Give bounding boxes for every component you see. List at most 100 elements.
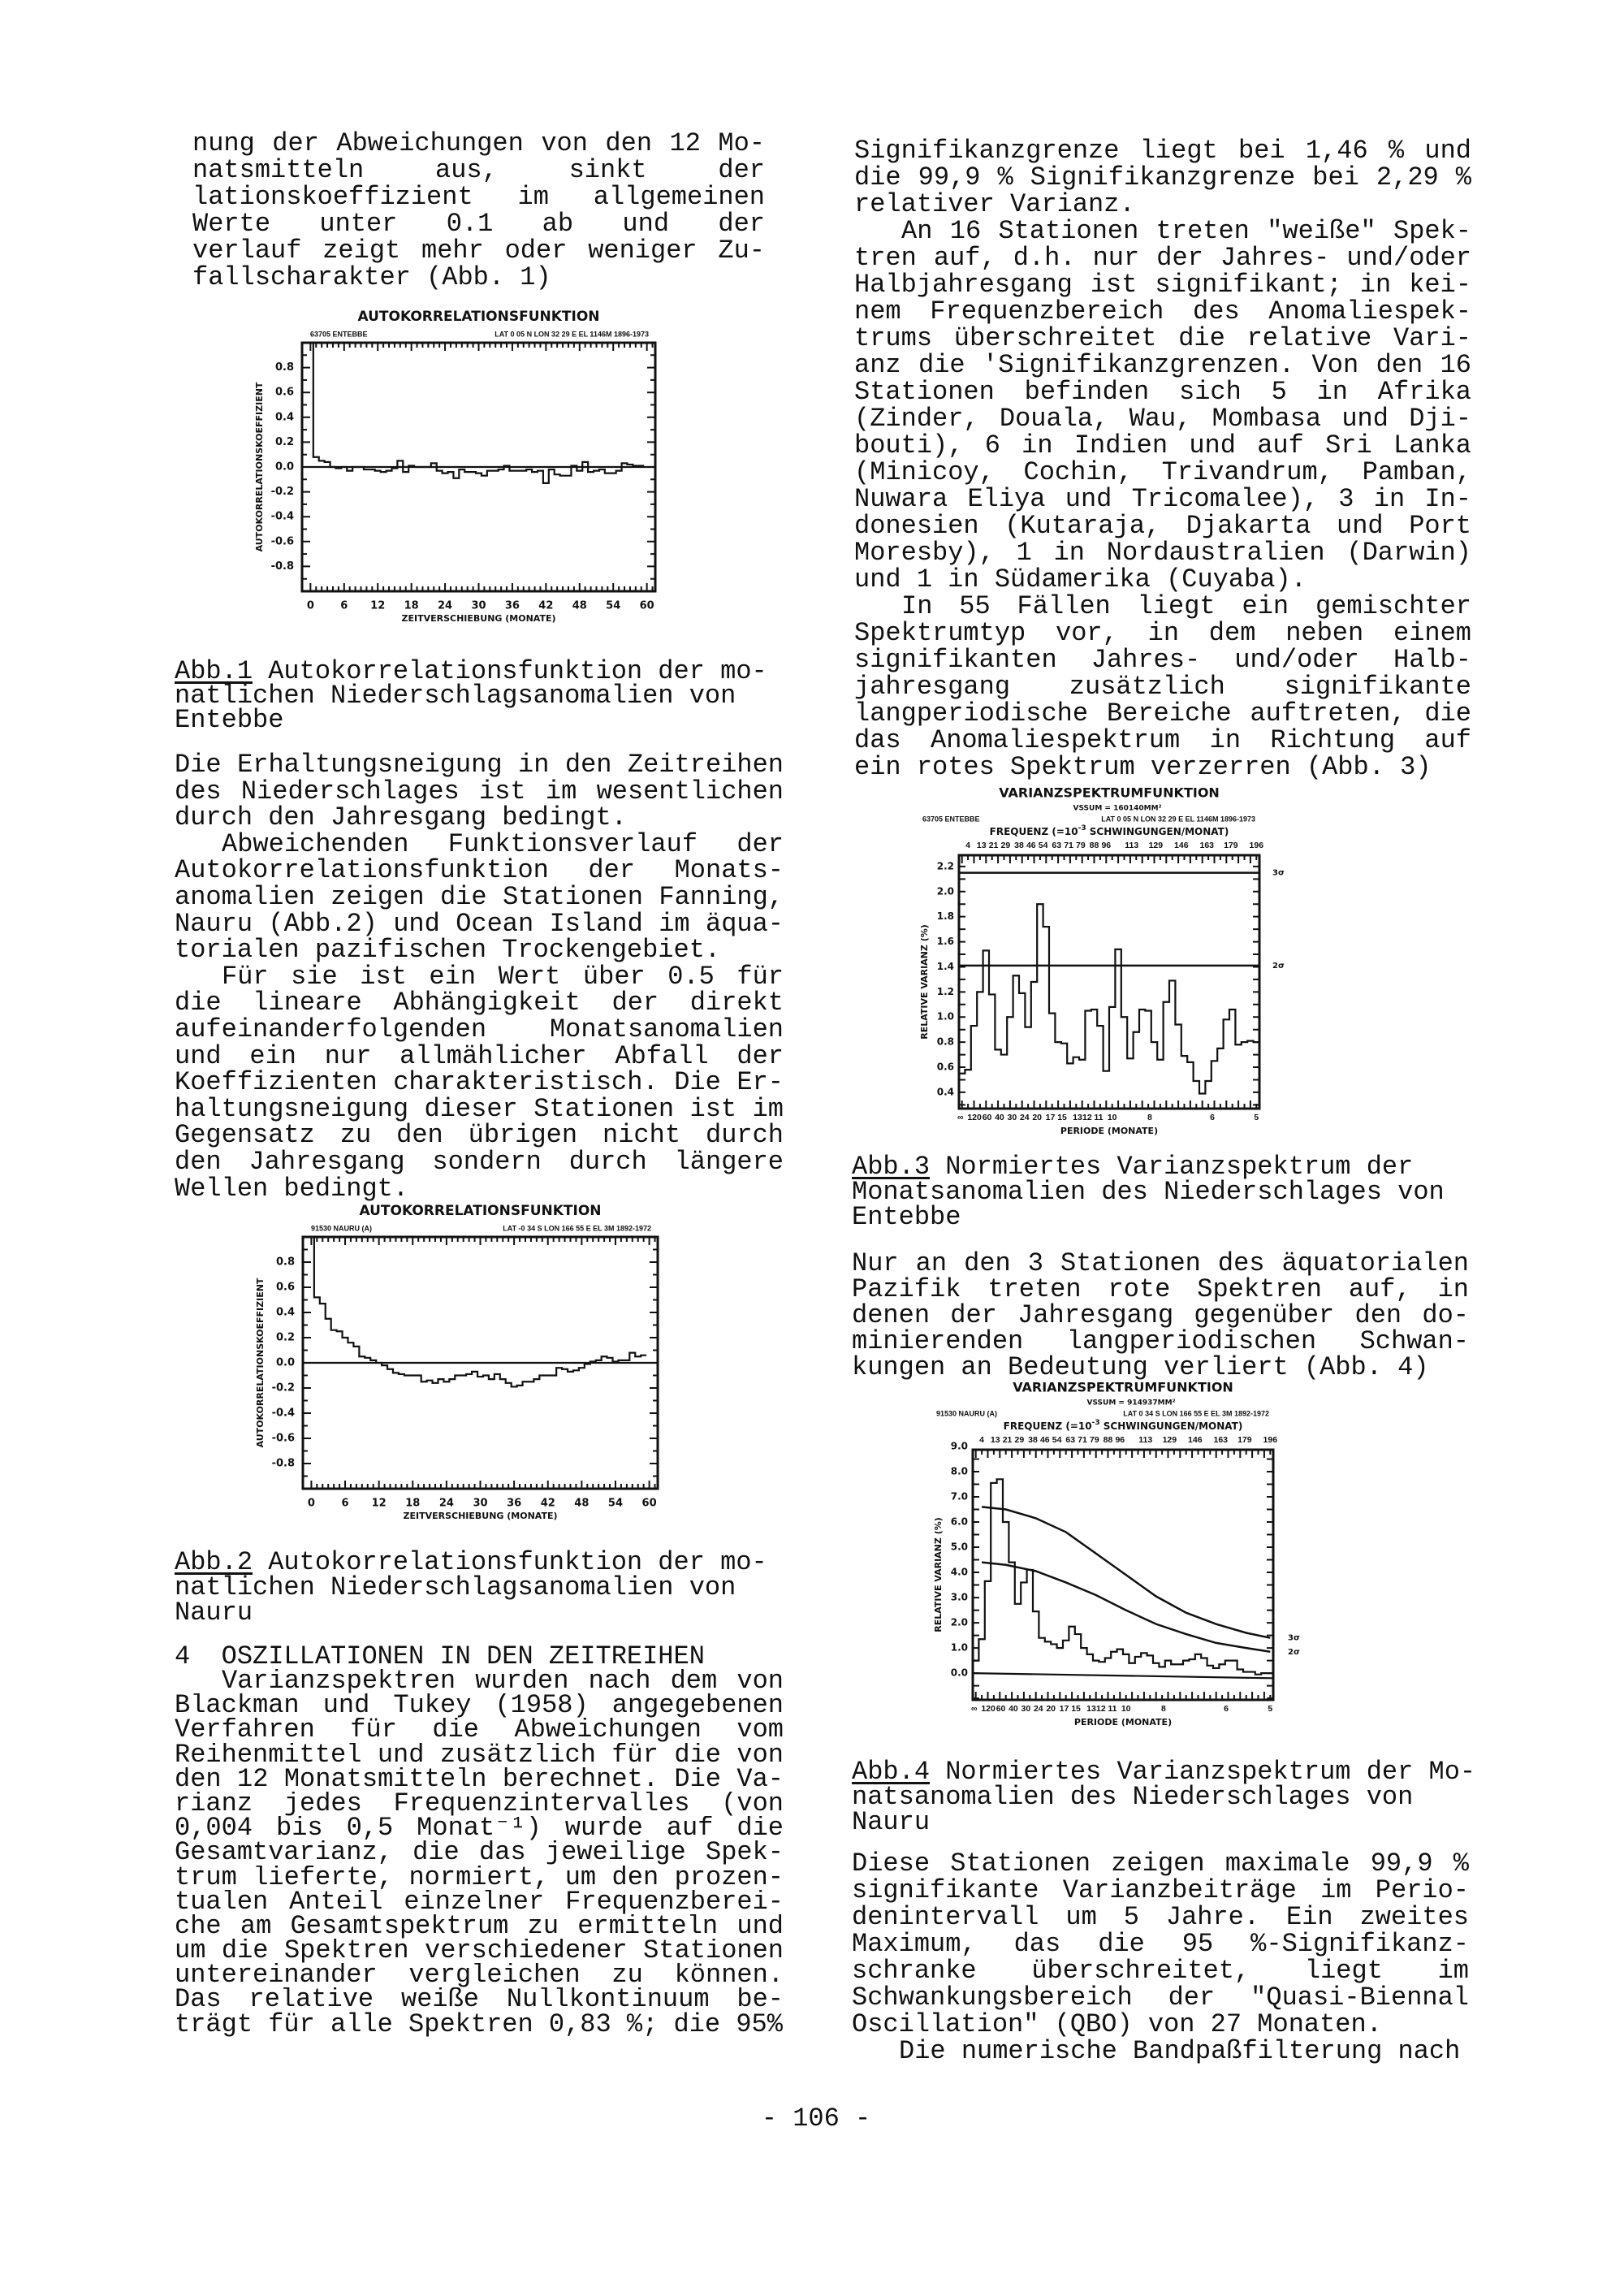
text-line: den Jahresgang sondern durch längere — [175, 1148, 784, 1176]
text-line: anz die 'Signifikanzgrenzen. Von den 16 — [854, 352, 1471, 378]
y-tick-label: 0.0 — [951, 1667, 968, 1679]
vssum-label: VSSUM = 914937MM² — [1086, 1399, 1175, 1407]
axis-ticks — [303, 1237, 658, 1489]
chart-title: AUTOKORRELATIONSFUNKTION — [357, 309, 599, 325]
right-paragraph-1: Signifikanzgrenze liegt bei 1,46 % und di… — [854, 137, 1471, 780]
text-line: che am Gesamtspektrum zu ermitteln und — [175, 1913, 784, 1939]
y-tick-label: 2.2 — [937, 860, 954, 871]
period-tick-label: 5 — [1268, 1704, 1272, 1714]
text-line: Das relative weiße Nullkontinuum be- — [175, 1987, 784, 2013]
figure-3-caption: Abb.3 Normiertes Varianzspektrum der Mona… — [852, 1154, 1469, 1230]
y-tick-label: 1.8 — [937, 910, 954, 922]
frequency-tick-label: 113 — [1125, 841, 1138, 850]
period-tick-label: 30 — [1008, 1113, 1017, 1122]
text-line: Diese Stationen zeigen maximale 99,9 % — [852, 1850, 1469, 1877]
text-line: die lineare Abhängigkeit der direkt — [175, 990, 784, 1017]
page-number: - 106 - — [761, 2104, 871, 2134]
significance-curve — [981, 1506, 1271, 1639]
significance-label: 3σ — [1272, 869, 1285, 878]
text-line: Nuwara Eliya und Tricomalee), 3 in In- — [854, 486, 1471, 512]
caption-line: Entebbe — [175, 705, 284, 735]
text-line: Koeffizienten charakteristisch. Die Er- — [175, 1070, 784, 1096]
frequency-tick-label: 96 — [1101, 841, 1111, 850]
text-line: Die Erhaltungsneigung in den Zeitreihen — [175, 752, 784, 779]
station-location: LAT 0 05 N LON 32 29 E EL 1146M 1896-197… — [1101, 815, 1255, 823]
y-tick-label: 0.8 — [276, 1256, 295, 1269]
period-tick-label: 10 — [1121, 1704, 1131, 1714]
chart-title: VARIANZSPEKTRUMFUNKTION — [1013, 1380, 1233, 1395]
x-tick-label: 36 — [505, 600, 520, 612]
x-tick-label: 42 — [538, 600, 553, 612]
text-line: Maximum, das die 95 %-Signifikanz- — [852, 1931, 1469, 1957]
frequency-tick-label: 129 — [1163, 1435, 1177, 1445]
frequency-tick-label: 96 — [1115, 1435, 1125, 1445]
frequency-tick-label: 54 — [1039, 841, 1048, 850]
text-line: und 1 in Südamerika (Cuyaba). — [854, 564, 1307, 595]
figure-2-caption: Abb.2 Autokorrelationsfunktion der mo-na… — [175, 1547, 784, 1626]
text-line: (Minicoy, Cochin, Trivandrum, Pamban, — [854, 459, 1471, 486]
x-axis-label: ZEITVERSCHIEBUNG (MONATE) — [403, 1511, 557, 1521]
frequency-tick-label: 79 — [1090, 1435, 1099, 1445]
x-tick-label: 24 — [439, 1498, 454, 1510]
plot-frame — [971, 1448, 1275, 1701]
text-line: Halbjahresgang ist signifikant; in kei- — [854, 271, 1471, 298]
text-line: untereinander vergleichen zu können. — [175, 1963, 784, 1988]
caption-line: Abb.2 Autokorrelationsfunktion der mo- — [175, 1547, 784, 1577]
period-tick-label: 8 — [1161, 1704, 1166, 1714]
text-line: haltungsneigung dieser Stationen ist im — [175, 1096, 784, 1123]
period-tick-label: 15 — [1057, 1113, 1067, 1122]
period-tick-label: ∞ — [957, 1113, 964, 1122]
y-tick-label: 8.0 — [951, 1465, 968, 1477]
period-tick-label: 15 — [1071, 1704, 1081, 1714]
station-name: 91530 NAURU (A) — [936, 1409, 997, 1417]
caption-line: Entebbe — [852, 1202, 961, 1232]
figure-label: Abb.2 — [175, 1547, 253, 1577]
text-line: Werte unter 0.1 ab und der Funktions- — [192, 210, 765, 237]
x-tick-label: 18 — [404, 600, 419, 612]
station-name: 63705 ENTEBBE — [922, 815, 980, 823]
y-tick-label: 6.0 — [951, 1516, 968, 1528]
frequency-tick-label: 46 — [1040, 1435, 1050, 1445]
frequency-label-part: FREQUENZ (=10 — [990, 826, 1078, 837]
figure-1-caption: Abb.1 Autokorrelationsfunktion der mo-na… — [175, 659, 784, 733]
y-tick-label: -0.8 — [271, 560, 294, 573]
y-axis-label: AUTOKORRELATIONSKOEFFIZIENT — [255, 1278, 266, 1447]
variance-spectrum-line — [973, 1478, 1273, 1676]
text-line: Nur an den 3 Stationen des äquatorialen — [852, 1251, 1469, 1277]
y-tick-label: 0.8 — [937, 1036, 954, 1048]
text-line: den 12 Monatsmitteln berechnet. Die Va- — [175, 1766, 784, 1792]
text-line: Autokorrelationsfunktion der Monats- — [175, 858, 784, 884]
autocorrelation-series-line — [313, 1237, 647, 1388]
y-tick-label: 0.6 — [275, 387, 294, 399]
text-line: trägt für alle Spektren 0,83 %; die 95% — [175, 2008, 783, 2039]
frequency-tick-label: 71 — [1078, 1435, 1087, 1445]
x-axis-label: PERIODE (MONATE) — [1074, 1717, 1172, 1727]
y-tick-label: 0.0 — [276, 1357, 295, 1369]
period-tick-label: 17 — [1046, 1113, 1056, 1122]
station-name: 91530 NAURU (A) — [311, 1224, 372, 1232]
period-tick-label: 40 — [1009, 1704, 1018, 1714]
x-axis-label: PERIODE (MONATE) — [1060, 1126, 1158, 1136]
period-tick-label: 120 — [967, 1113, 982, 1122]
text-line: trums überschreitet die relative Vari- — [854, 325, 1471, 352]
vssum-label: VSSUM = 160140MM² — [1073, 805, 1161, 813]
significance-curve — [981, 1561, 1271, 1653]
frequency-tick-label: 29 — [1015, 1435, 1025, 1445]
frequency-label-part: -3 — [1092, 1419, 1100, 1427]
figure-4-caption: Abb.4 Normiertes Varianzspektrum der Mo-… — [852, 1759, 1475, 1836]
text-line: Gegensatz zu den übrigen nicht durch — [175, 1122, 784, 1149]
x-tick-label: 0 — [307, 600, 314, 612]
station-location: LAT -0 34 S LON 166 55 E EL 3M 1892-1972 — [503, 1224, 651, 1232]
text-line: natsmitteln aus, sinkt der Autokorre- — [192, 157, 765, 184]
text-line: nem Frequenzbereich des Anomaliespek- — [854, 298, 1471, 325]
y-tick-label: 0.8 — [275, 361, 294, 374]
x-tick-label: 6 — [342, 1498, 349, 1510]
y-tick-label: 1.2 — [937, 986, 954, 997]
text-line: ein rotes Spektrum verzerren (Abb. 3) — [854, 752, 1432, 782]
frequency-label-part: SCHWINGUNGEN/MONAT) — [1100, 1420, 1243, 1432]
caption-line: Abb.1 Autokorrelationsfunktion der mo- — [175, 659, 784, 685]
text-line: relativer Varianz. — [854, 189, 1135, 219]
x-axis-label: ZEITVERSCHIEBUNG (MONATE) — [401, 613, 555, 624]
period-tick-label: 6 — [1224, 1704, 1229, 1714]
frequency-tick-label: 196 — [1263, 1435, 1278, 1445]
